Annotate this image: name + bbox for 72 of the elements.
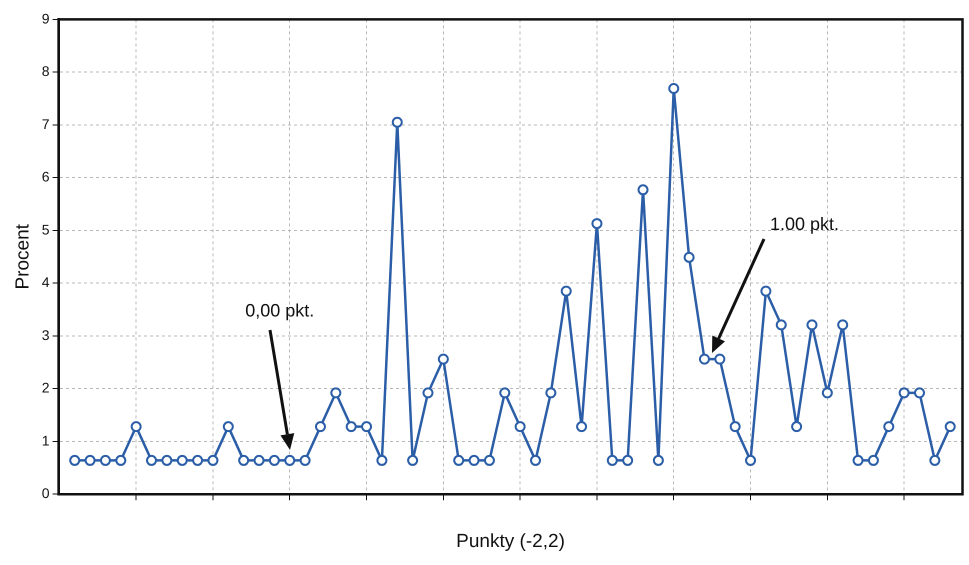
y-tick-label: 2: [42, 380, 50, 396]
point: [453, 454, 464, 466]
point: [638, 184, 649, 196]
point: [776, 319, 787, 330]
point: [330, 387, 342, 398]
point: [576, 421, 588, 432]
point: [484, 454, 495, 466]
y-tick-label: 3: [42, 326, 50, 343]
point: [606, 454, 618, 466]
point: [730, 421, 741, 432]
annotation: 0,00 pkt.: [245, 300, 314, 320]
point: [176, 454, 188, 466]
point: [944, 421, 956, 432]
point: [929, 454, 940, 466]
y-tick-label: 1: [42, 432, 50, 448]
point: [222, 421, 234, 432]
y-tick-label: 7: [42, 116, 50, 132]
x-axis-title: Punkty (-2,2): [456, 530, 565, 552]
point: [192, 454, 204, 466]
point: [407, 454, 418, 466]
y-tick-label: 0: [42, 485, 50, 502]
point: [760, 286, 772, 297]
point: [254, 454, 265, 466]
point: [346, 421, 357, 432]
point: [130, 421, 142, 432]
point: [545, 387, 556, 398]
point: [868, 454, 879, 466]
point: [806, 319, 818, 330]
point: [684, 252, 695, 263]
point: [69, 454, 80, 466]
point: [268, 454, 280, 466]
point: [422, 387, 434, 398]
point: [514, 421, 526, 432]
y-tick-label: 4: [42, 274, 50, 290]
point: [591, 218, 602, 230]
y-axis-title: Procent: [12, 223, 34, 290]
point: [392, 116, 403, 128]
point: [146, 454, 158, 466]
point: [284, 454, 296, 466]
y-tick-label: 5: [42, 221, 50, 238]
point: [914, 387, 925, 398]
point: [822, 387, 833, 398]
point: [115, 454, 126, 466]
point: [238, 454, 250, 466]
y-tick-label: 8: [42, 63, 50, 80]
point: [100, 454, 111, 466]
point: [837, 319, 848, 330]
point: [84, 454, 96, 466]
point: [314, 421, 326, 432]
point: [652, 454, 664, 466]
point: [898, 387, 910, 398]
point: [361, 421, 372, 432]
point: [376, 454, 388, 466]
y-tick-label: 9: [42, 10, 50, 26]
point: [499, 387, 510, 398]
point: [698, 354, 710, 365]
point: [560, 286, 572, 297]
point: [468, 454, 480, 466]
point: [438, 354, 449, 365]
point: [852, 454, 864, 466]
point: [530, 454, 542, 466]
point: [300, 454, 311, 466]
point: [161, 454, 172, 466]
point: [714, 354, 726, 365]
point: [883, 421, 894, 432]
y-tick-label: 6: [42, 168, 50, 185]
point: [745, 454, 756, 466]
point: [207, 454, 218, 466]
point: [622, 454, 634, 466]
point: [668, 83, 680, 94]
point: [791, 421, 802, 432]
annotation: 1.00 pkt.: [770, 214, 839, 234]
